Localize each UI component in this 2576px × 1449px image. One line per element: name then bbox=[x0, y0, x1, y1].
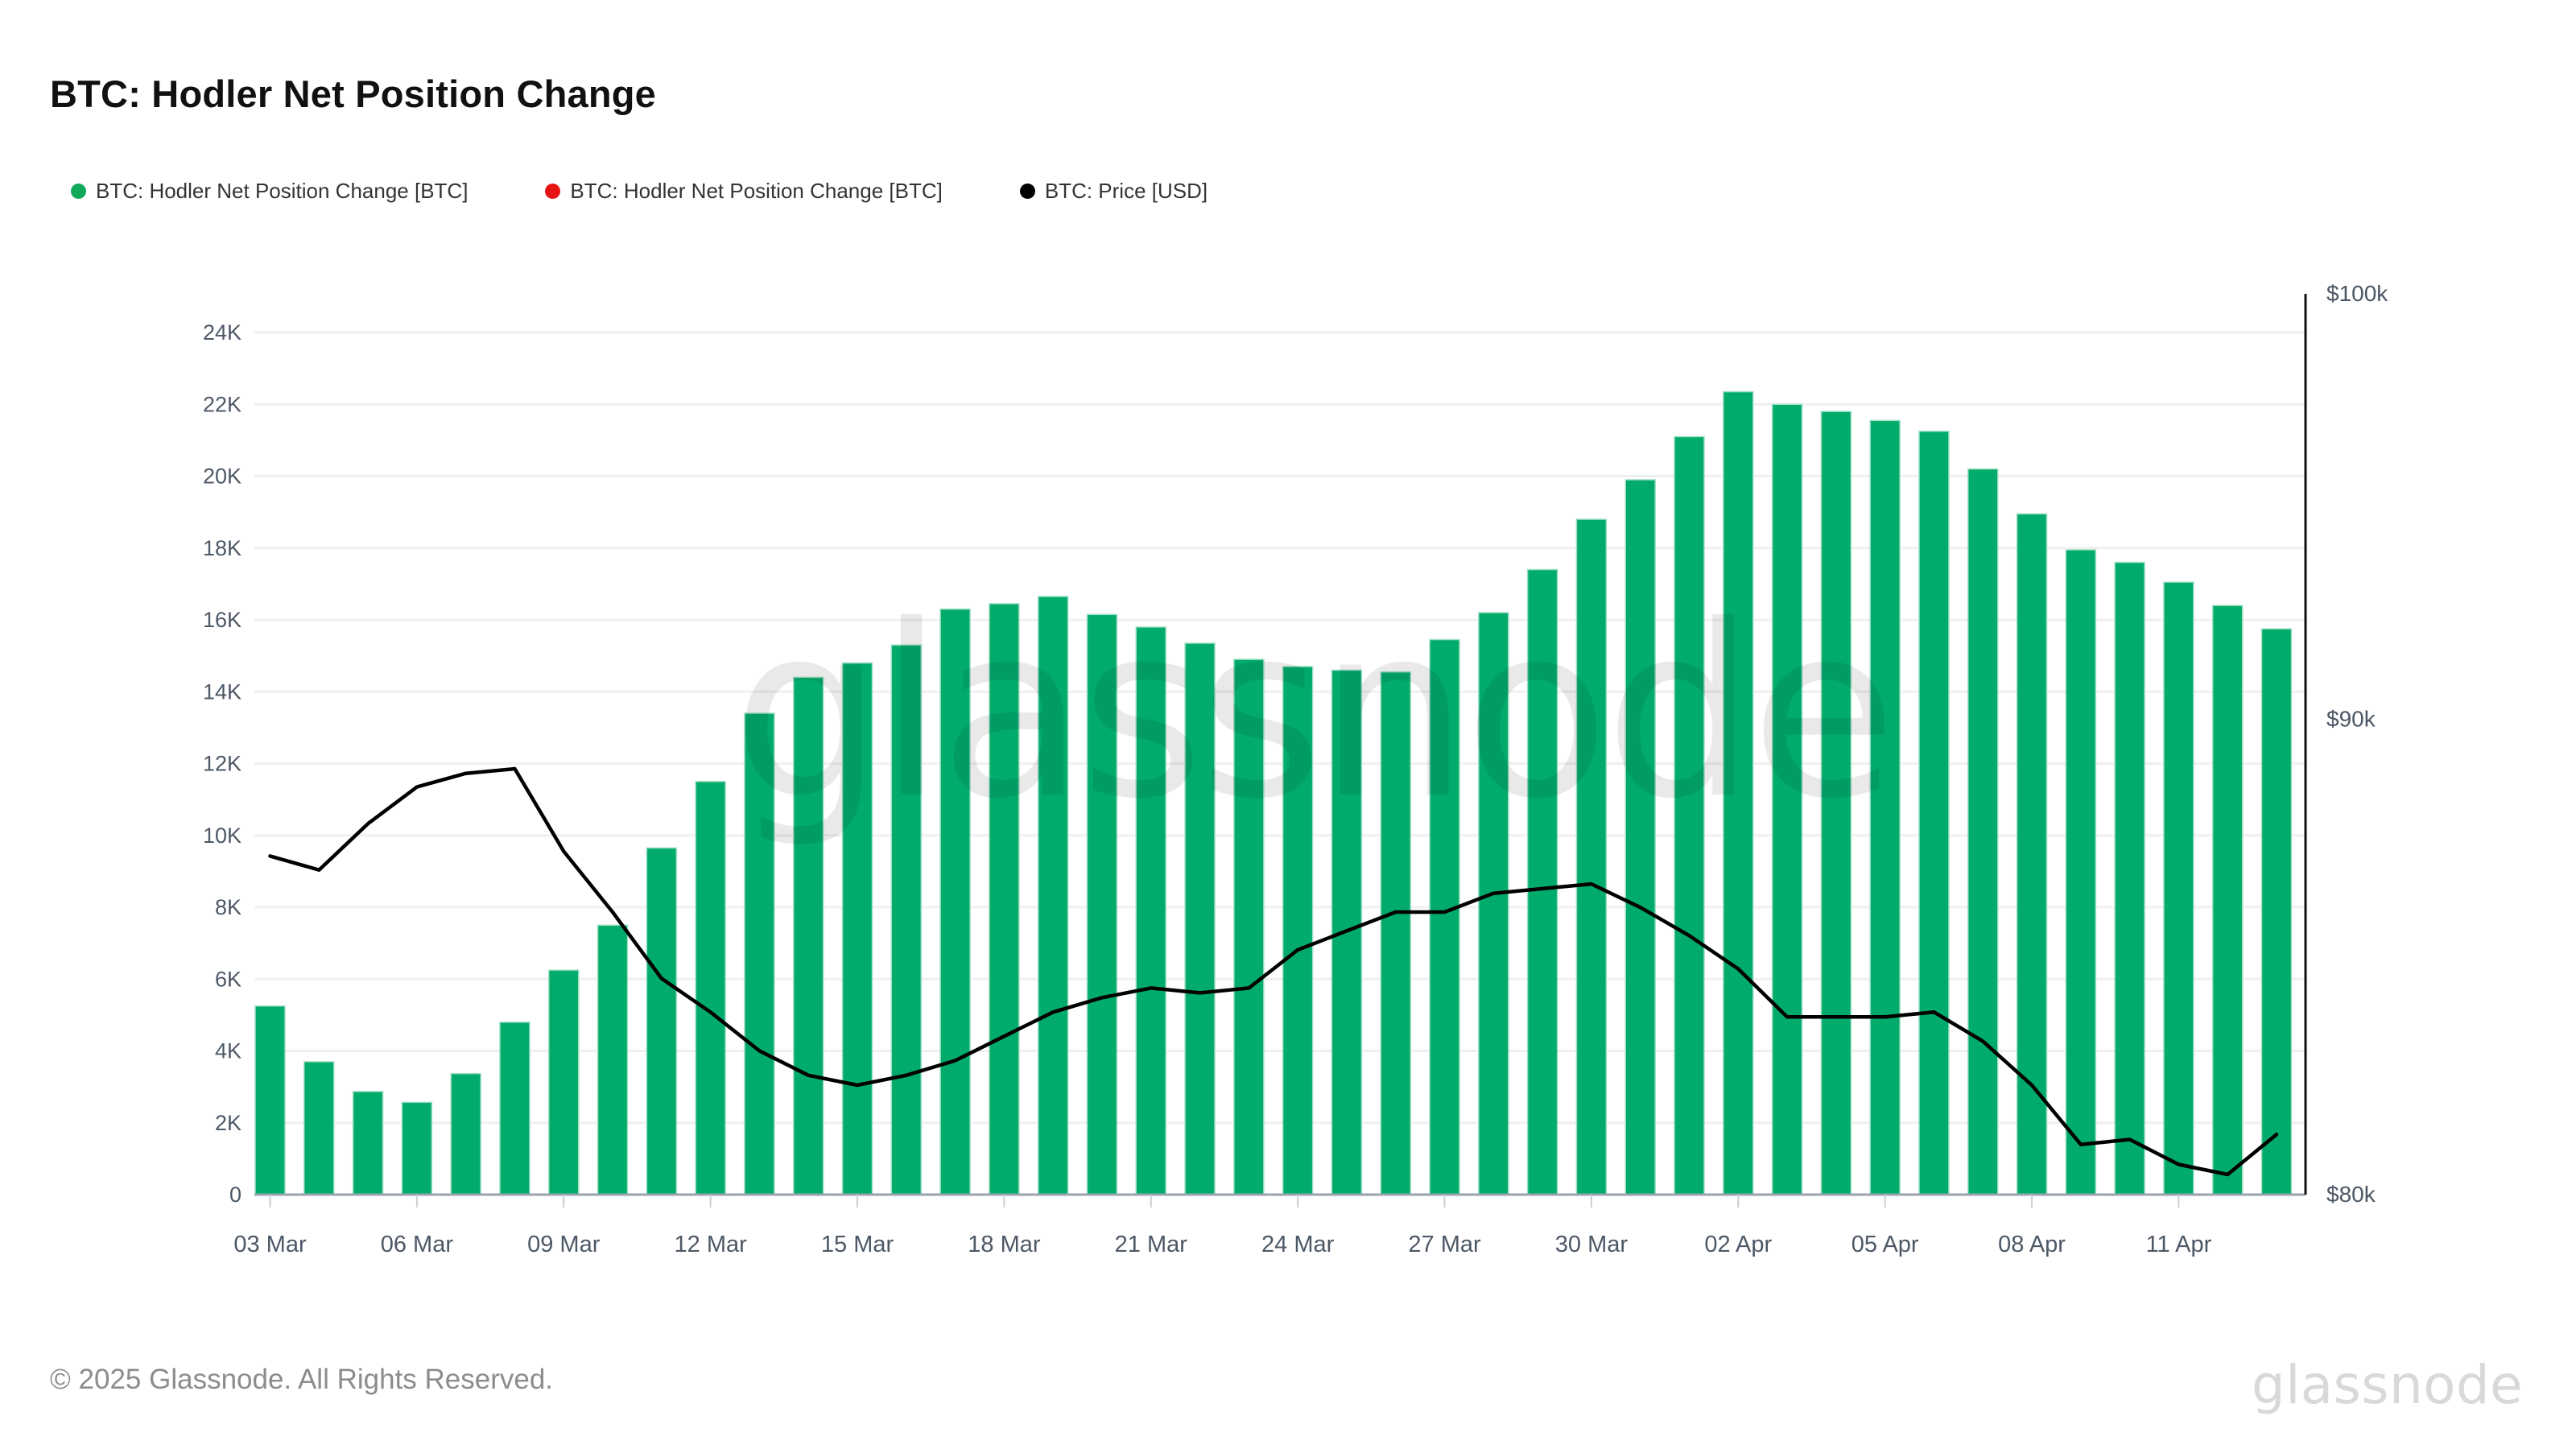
y-left-tick-label: 20K bbox=[203, 464, 242, 489]
x-axis-tick-label: 03 Mar bbox=[233, 1232, 307, 1257]
x-axis-tick-label: 27 Mar bbox=[1408, 1232, 1481, 1257]
x-axis-tick-label: 18 Mar bbox=[968, 1232, 1041, 1257]
bar-27-mar[interactable] bbox=[1429, 638, 1460, 1195]
bar-13-apr[interactable] bbox=[2260, 628, 2293, 1195]
y-left-tick-label: 14K bbox=[203, 679, 242, 704]
x-axis-tick-label: 30 Mar bbox=[1555, 1232, 1629, 1257]
x-axis-tick-label: 15 Mar bbox=[821, 1232, 894, 1257]
bar-08-apr[interactable] bbox=[2016, 513, 2048, 1195]
x-axis-tick-label: 05 Apr bbox=[1852, 1232, 1919, 1257]
y-left-tick-label: 0 bbox=[229, 1183, 242, 1207]
x-axis-tick-label: 21 Mar bbox=[1115, 1232, 1188, 1257]
bar-14-mar[interactable] bbox=[792, 676, 824, 1195]
bar-29-mar[interactable] bbox=[1526, 568, 1558, 1195]
bar-18-mar[interactable] bbox=[989, 603, 1020, 1195]
bar-13-mar[interactable] bbox=[744, 712, 775, 1195]
price-line[interactable] bbox=[268, 766, 2279, 1177]
legend-item-hodler-net-position-change-red[interactable]: BTC: Hodler Net Position Change [BTC] bbox=[545, 179, 943, 204]
bar-21-mar[interactable] bbox=[1135, 626, 1167, 1195]
bar-19-mar[interactable] bbox=[1037, 596, 1069, 1195]
page-title: BTC: Hodler Net Position Change bbox=[50, 72, 656, 116]
bar-11-mar[interactable] bbox=[646, 847, 678, 1195]
black-circle-icon bbox=[1019, 184, 1035, 199]
bar-02-apr[interactable] bbox=[1723, 390, 1754, 1195]
y-right-tick-label: $100k bbox=[2326, 281, 2388, 306]
bar-09-mar[interactable] bbox=[548, 969, 580, 1195]
y-left-tick-label: 2K bbox=[215, 1111, 242, 1135]
y-left-tick-label: 10K bbox=[203, 824, 242, 848]
bar-05-apr[interactable] bbox=[1869, 419, 1901, 1195]
bar-24-mar[interactable] bbox=[1282, 666, 1314, 1195]
y-right-tick-label: $90k bbox=[2326, 706, 2376, 731]
bar-26-mar[interactable] bbox=[1380, 671, 1411, 1195]
bar-04-mar[interactable] bbox=[303, 1061, 335, 1195]
bar-05-mar[interactable] bbox=[352, 1091, 384, 1195]
y-left-tick-label: 8K bbox=[215, 895, 242, 919]
bar-12-mar[interactable] bbox=[695, 781, 726, 1195]
bar-15-mar[interactable] bbox=[841, 662, 873, 1195]
bar-01-apr[interactable] bbox=[1674, 436, 1705, 1195]
legend-label: BTC: Hodler Net Position Change [BTC] bbox=[96, 179, 469, 203]
x-axis-tick-label: 24 Mar bbox=[1261, 1232, 1335, 1257]
y-left-tick-label: 12K bbox=[203, 752, 242, 776]
y-left-tick-label: 16K bbox=[203, 608, 242, 632]
legend-item-hodler-net-position-change-green[interactable]: BTC: Hodler Net Position Change [BTC] bbox=[71, 179, 468, 204]
bar-10-apr[interactable] bbox=[2114, 561, 2145, 1195]
legend-item-btc-price[interactable]: BTC: Price [USD] bbox=[1019, 179, 1208, 204]
x-axis-tick-label: 02 Apr bbox=[1704, 1232, 1772, 1257]
x-axis-tick-label: 08 Apr bbox=[1998, 1232, 2066, 1257]
bar-03-apr[interactable] bbox=[1771, 403, 1803, 1195]
x-axis-tick-label: 12 Mar bbox=[675, 1232, 748, 1257]
legend-label: BTC: Hodler Net Position Change [BTC] bbox=[570, 179, 943, 203]
bar-08-mar[interactable] bbox=[499, 1022, 530, 1195]
x-axis-tick-label: 09 Mar bbox=[527, 1232, 601, 1257]
bar-20-mar[interactable] bbox=[1086, 613, 1118, 1195]
x-axis-tick-label: 06 Mar bbox=[381, 1232, 454, 1257]
y-left-tick-label: 4K bbox=[215, 1039, 242, 1063]
x-axis-tick-label: 11 Apr bbox=[2146, 1232, 2212, 1257]
red-circle-icon bbox=[545, 184, 561, 199]
bar-11-apr[interactable] bbox=[2163, 581, 2194, 1195]
green-circle-icon bbox=[71, 184, 86, 199]
legend-label: BTC: Price [USD] bbox=[1044, 179, 1208, 203]
bar-07-mar[interactable] bbox=[450, 1072, 481, 1195]
bar-09-apr[interactable] bbox=[2065, 549, 2097, 1195]
bar-03-mar[interactable] bbox=[254, 1005, 286, 1195]
legend: BTC: Hodler Net Position Change [BTC] BT… bbox=[71, 179, 1208, 204]
bar-07-apr[interactable] bbox=[1967, 468, 1999, 1195]
bar-06-apr[interactable] bbox=[1918, 430, 1950, 1195]
bar-28-mar[interactable] bbox=[1478, 612, 1509, 1195]
bar-12-apr[interactable] bbox=[2211, 605, 2244, 1195]
glassnode-logo: glassnode bbox=[2251, 1354, 2523, 1416]
bar-30-mar[interactable] bbox=[1575, 518, 1608, 1195]
footer-copyright: © 2025 Glassnode. All Rights Reserved. bbox=[50, 1364, 554, 1395]
bar-23-mar[interactable] bbox=[1233, 658, 1265, 1195]
bar-06-mar[interactable] bbox=[401, 1101, 433, 1195]
y-left-tick-label: 24K bbox=[203, 320, 242, 345]
bar-16-mar[interactable] bbox=[890, 644, 923, 1195]
bar-22-mar[interactable] bbox=[1184, 642, 1216, 1195]
bar-04-apr[interactable] bbox=[1820, 411, 1852, 1195]
y-left-tick-label: 6K bbox=[215, 967, 242, 991]
y-left-tick-label: 22K bbox=[203, 392, 242, 416]
bar-17-mar[interactable] bbox=[939, 608, 971, 1195]
bar-10-mar[interactable] bbox=[597, 924, 629, 1195]
y-left-tick-label: 18K bbox=[203, 536, 242, 560]
bar-31-mar[interactable] bbox=[1624, 479, 1656, 1195]
y-right-tick-label: $80k bbox=[2326, 1182, 2376, 1207]
